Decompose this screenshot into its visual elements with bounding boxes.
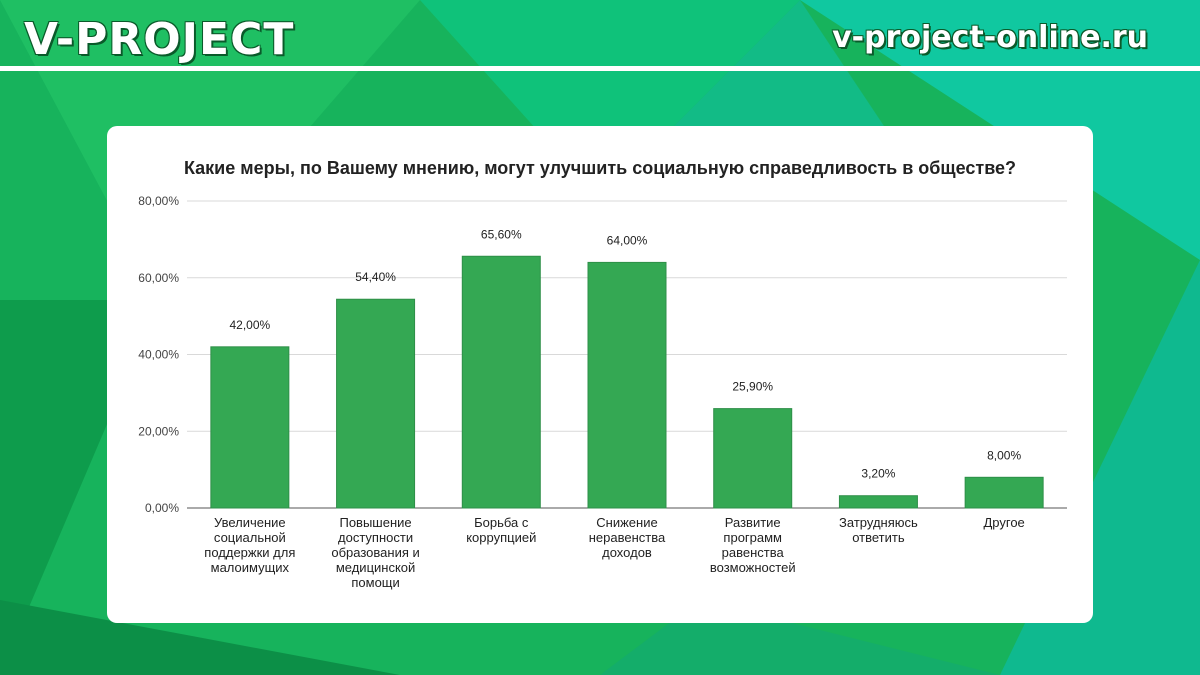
bar-value-label: 42,00%: [230, 318, 271, 332]
y-tick-label: 60,00%: [138, 271, 179, 285]
site-url: v-project-online.ru: [832, 20, 1148, 55]
bar: [838, 495, 918, 509]
bar-value-label: 54,40%: [355, 270, 396, 284]
chart-card: Какие меры, по Вашему мнению, могут улуч…: [107, 126, 1093, 623]
bar-value-label: 65,60%: [481, 227, 522, 241]
y-tick-label: 20,00%: [138, 424, 179, 438]
bar: [587, 261, 667, 509]
bar-value-label: 3,20%: [861, 467, 895, 481]
y-tick-label: 40,00%: [138, 348, 179, 362]
y-tick-label: 80,00%: [138, 194, 179, 208]
y-tick-label: 0,00%: [145, 501, 179, 515]
bar: [713, 408, 793, 509]
header-divider: [0, 66, 1200, 71]
bar-value-label: 8,00%: [987, 448, 1021, 462]
category-label: Снижение неравенства доходов: [589, 515, 666, 560]
bar: [210, 346, 290, 509]
brand-logo: V-PROJECT: [24, 14, 295, 65]
category-label: Затрудняюсь ответить: [839, 515, 918, 545]
bar: [336, 298, 416, 509]
bar: [964, 476, 1044, 509]
category-label: Развитие программ равенства возможностей: [710, 515, 796, 575]
bar-value-label: 64,00%: [607, 233, 648, 247]
category-label: Повышение доступности образования и медицин…: [331, 515, 419, 590]
category-label: Борьба с коррупцией: [466, 515, 536, 545]
chart-title: Какие меры, по Вашему мнению, могут улуч…: [183, 158, 1017, 178]
bar-chart: 0,00% 20,00% 40,00% 60,00% 80,00% 42,00% Увели…: [138, 194, 1067, 590]
bar-value-label: 25,90%: [732, 380, 773, 394]
category-label: Увеличение социальной поддержки для малоиму…: [204, 515, 295, 575]
category-label: Другое: [983, 515, 1024, 530]
bar: [461, 255, 541, 509]
